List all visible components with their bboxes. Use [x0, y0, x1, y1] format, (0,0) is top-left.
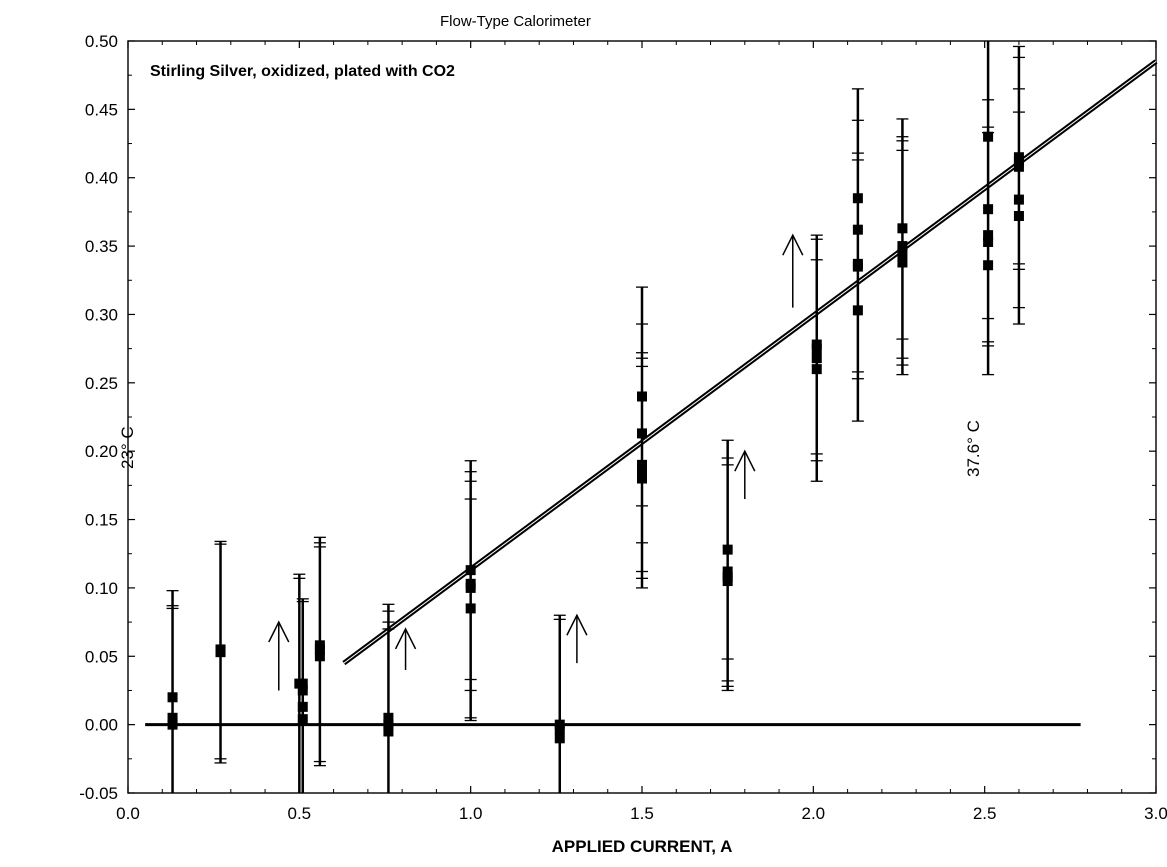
y-tick-label: -0.05 — [79, 784, 118, 803]
chart-title: Flow-Type Calorimeter — [440, 13, 591, 30]
data-point — [983, 230, 994, 241]
y-tick-label: 0.05 — [85, 647, 118, 666]
end-temperature-label: 37.6° C — [964, 420, 983, 477]
y-tick-label: 0.25 — [85, 374, 118, 393]
data-point — [1013, 156, 1024, 167]
data-point — [811, 364, 822, 375]
data-point — [637, 463, 647, 474]
data-point — [811, 353, 822, 364]
y-tick-label: 0.50 — [85, 32, 118, 51]
data-point — [852, 258, 863, 269]
data-point — [297, 701, 308, 712]
arrow-head — [782, 233, 804, 256]
data-point — [383, 726, 394, 737]
data-point — [852, 305, 863, 316]
data-point — [1013, 161, 1024, 172]
data-point — [983, 204, 994, 215]
data-point — [852, 193, 863, 204]
data-point — [297, 678, 308, 689]
sample-annotation: Stirling Silver, oxidized, plated with C… — [150, 63, 455, 80]
y-tick-label: 0.15 — [85, 511, 118, 530]
x-tick-label: 3.0 — [1144, 804, 1167, 823]
arrow-head — [734, 449, 756, 472]
data-point — [637, 428, 647, 439]
data-point — [897, 247, 908, 258]
plot-area: -0.05 0.00 0.05 0.10 0.15 0.20 0.25 0.30 0.35 0.4… — [79, 32, 1167, 823]
y-tick-label: 0.20 — [85, 442, 118, 461]
data-point — [897, 223, 908, 234]
data-point — [167, 712, 178, 723]
data-point — [637, 473, 647, 484]
data-point — [215, 644, 226, 655]
data-point — [554, 723, 565, 734]
x-tick-label: 0.5 — [288, 804, 312, 823]
data-point — [811, 343, 822, 354]
y-tick-label: 0.10 — [85, 579, 118, 598]
x-tick-label: 2.0 — [802, 804, 826, 823]
data-point — [983, 260, 994, 271]
data-point — [1013, 194, 1024, 205]
y-tick-label: 0.35 — [85, 237, 118, 256]
data-point — [983, 236, 994, 247]
data-point — [297, 714, 308, 725]
data-point — [167, 692, 178, 703]
data-point — [983, 131, 994, 142]
data-point — [465, 578, 476, 589]
y-tick-label: 0.45 — [85, 100, 118, 119]
data-point — [314, 640, 325, 651]
data-point — [1013, 211, 1024, 222]
data-point — [314, 651, 325, 662]
data-point — [897, 241, 908, 252]
y-tick-label: 0.40 — [85, 169, 118, 188]
data-point — [297, 685, 308, 696]
arrow-head — [268, 620, 290, 643]
x-tick-label: 1.5 — [630, 804, 654, 823]
y-tick-label: 0.00 — [85, 716, 118, 735]
data-point — [897, 257, 908, 268]
data-point — [722, 544, 733, 555]
x-axis-label: APPLIED CURRENT, A — [552, 837, 733, 856]
data-point — [465, 565, 476, 576]
x-tick-label: 0.0 — [116, 804, 140, 823]
arrow-head — [566, 613, 588, 636]
x-tick-label: 2.5 — [973, 804, 997, 823]
data-point — [722, 571, 733, 582]
x-tick-label: 1.0 — [459, 804, 483, 823]
data-point — [465, 603, 476, 614]
arrow-head — [394, 627, 417, 650]
data-point — [637, 391, 647, 402]
data-point — [383, 712, 394, 723]
data-point — [852, 224, 863, 235]
data-point — [722, 566, 733, 577]
y-tick-label: 0.30 — [85, 305, 118, 324]
data-point — [554, 733, 565, 744]
data-point — [383, 719, 394, 730]
data-point — [167, 719, 178, 730]
